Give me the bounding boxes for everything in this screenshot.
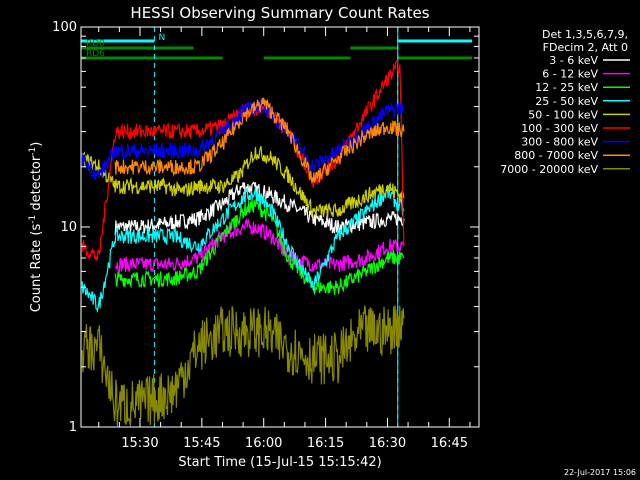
flag-bar-2-1 [263, 56, 351, 60]
legend: Det 1,3,5,6,7,9,FDecim 2, Att 03 - 6 keV… [500, 28, 630, 176]
legend-header-0: Det 1,3,5,6,7,9, [542, 28, 628, 41]
series-line-8 [81, 305, 405, 427]
x-tick-label-1: 15:45 [183, 436, 220, 451]
series-line-7 [114, 97, 405, 184]
legend-label-2: 12 - 25 keV [535, 81, 598, 94]
legend-label-1: 6 - 12 keV [542, 68, 598, 81]
y-tick-label-1: 10 [60, 220, 77, 235]
x-tick-label-0: 15:30 [121, 436, 158, 451]
x-axis: 15:30 15:45 16:00 16:15 16:30 16:45 [98, 27, 471, 451]
series-line-4 [81, 145, 405, 219]
legend-label-4: 50 - 100 keV [528, 108, 598, 121]
series-lines [81, 58, 405, 427]
timestamp: 22-Jul-2017 15:06 [564, 468, 636, 477]
y-axis-label: Count Rate (s-1 detector-1) [28, 142, 44, 313]
series-line-3 [81, 185, 405, 314]
x-tick-label-5: 16:45 [431, 436, 468, 451]
x-tick-label-4: 16:30 [369, 436, 406, 451]
legend-label-8: 7000 - 20000 keV [500, 163, 598, 176]
x-tick-label-2: 16:00 [245, 436, 282, 451]
flag-bar-0-0 [81, 39, 155, 43]
series-line-6 [81, 100, 405, 181]
flag-bar-2-2 [397, 56, 472, 60]
y-tick-label-2: 100 [52, 20, 77, 35]
chart-title: HESSI Observing Summary Count Rates [130, 4, 429, 22]
flag-label-2: RD6 [86, 49, 105, 59]
flag-bar-2-0 [81, 56, 223, 60]
flag-label-1: RD0 [86, 39, 105, 49]
flag-bar-0-1 [397, 39, 472, 43]
y-tick-label-0: 1 [69, 420, 77, 435]
legend-label-7: 800 - 7000 keV [514, 149, 598, 162]
y-axis: 1 10 100 [52, 20, 479, 435]
series-line-1 [115, 218, 405, 274]
legend-label-6: 300 - 800 keV [521, 136, 598, 149]
legend-label-5: 100 - 300 keV [521, 122, 598, 135]
legend-label-3: 25 - 50 keV [535, 95, 598, 108]
legend-header-1: FDecim 2, Att 0 [543, 41, 628, 54]
flag-label-0: N [159, 33, 166, 43]
x-tick-label-3: 16:15 [307, 436, 344, 451]
x-axis-label: Start Time (15-Jul-15 15:15:42) [178, 455, 381, 470]
legend-label-0: 3 - 6 keV [549, 54, 598, 67]
flag-bar-1-0 [81, 46, 194, 50]
flag-bar-1-1 [350, 46, 398, 50]
